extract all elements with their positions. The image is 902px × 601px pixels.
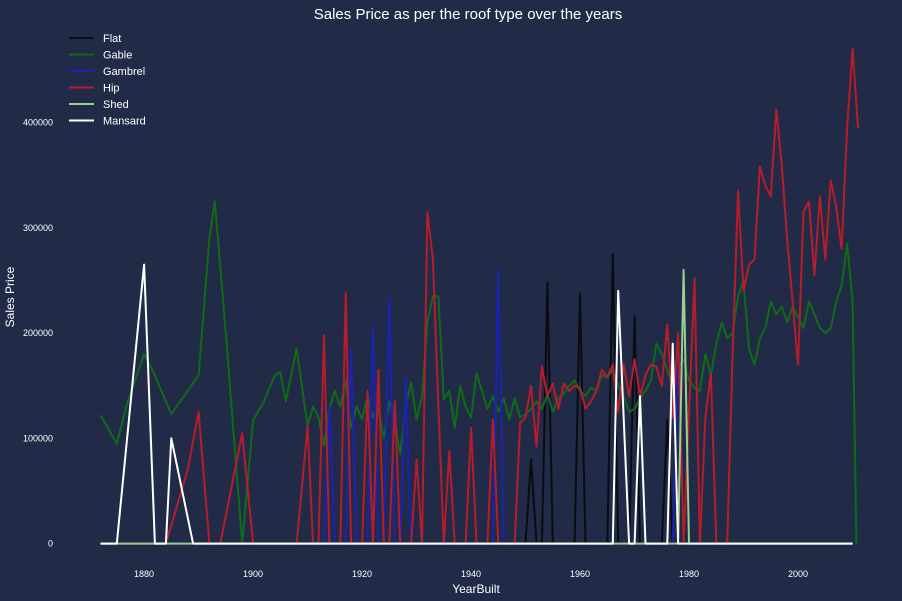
y-tick-label: 400000 (23, 118, 53, 128)
x-tick-label: 1900 (243, 569, 263, 579)
legend-label-gambrel: Gambrel (103, 66, 145, 78)
series-line-flat (100, 253, 853, 545)
chart-title: Sales Price as per the roof type over th… (314, 6, 623, 23)
x-tick-label: 1980 (679, 569, 699, 579)
legend-label-shed: Shed (103, 99, 129, 111)
x-tick-label: 1880 (134, 569, 154, 579)
legend-label-mansard: Mansard (103, 116, 146, 128)
x-tick-label: 1960 (570, 569, 590, 579)
x-tick-labels: 1880 1900 1920 1940 1960 1980 2000 (134, 569, 808, 579)
x-tick-label: 2000 (788, 569, 808, 579)
legend-label-hip: Hip (103, 83, 120, 95)
y-tick-labels: 0 100000 200000 300000 400000 (23, 118, 53, 549)
series-line-gable (99, 200, 858, 545)
series-lines (99, 47, 859, 545)
y-axis-label: Sales Price (3, 266, 17, 327)
y-tick-label: 300000 (23, 223, 53, 233)
series-line-shed (100, 268, 853, 545)
series-line-gambrel (100, 268, 853, 545)
y-tick-label: 100000 (23, 433, 53, 443)
x-tick-label: 1940 (461, 569, 481, 579)
series-line-mansard (100, 263, 853, 545)
y-tick-label: 200000 (23, 328, 53, 338)
y-tick-label: 0 (48, 539, 53, 549)
legend: Flat Gable Gambrel Hip Shed Mansard (69, 33, 146, 128)
x-axis-label: YearBuilt (452, 582, 500, 596)
legend-label-gable: Gable (103, 50, 132, 62)
legend-label-flat: Flat (103, 33, 121, 45)
x-tick-label: 1920 (352, 569, 372, 579)
